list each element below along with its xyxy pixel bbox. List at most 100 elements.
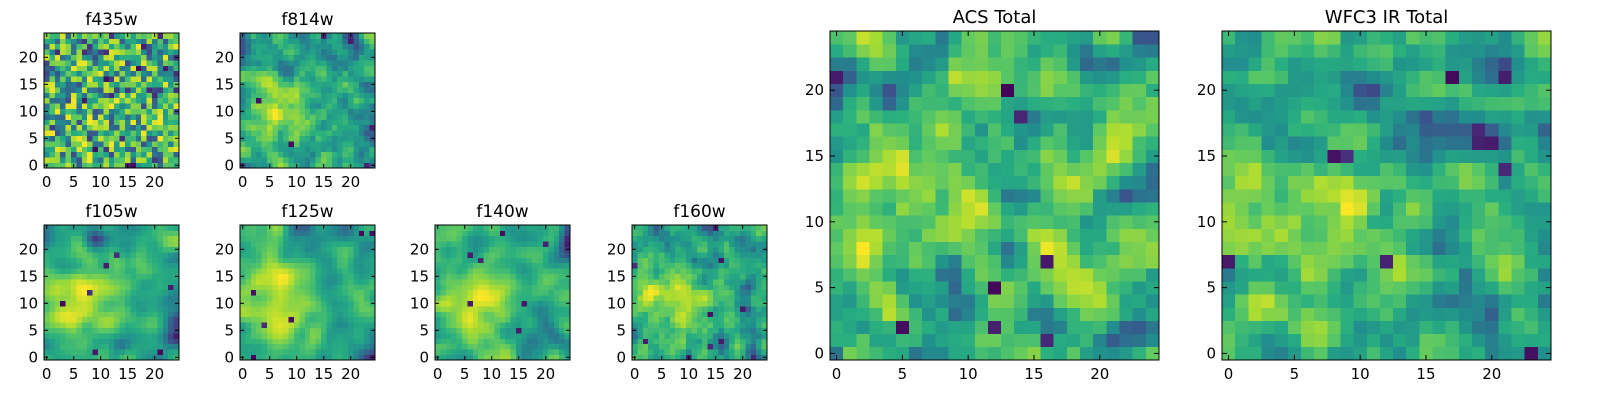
heatmap-cell	[1340, 202, 1354, 216]
heatmap-cell	[342, 43, 349, 50]
heatmap-cell	[1066, 346, 1081, 361]
heatmap-cell	[321, 235, 327, 242]
heatmap-cell	[81, 157, 88, 163]
heatmap-cell	[44, 338, 50, 345]
heatmap-cell	[974, 162, 989, 177]
heatmap-cell	[162, 354, 169, 361]
heatmap-cell	[1261, 162, 1276, 177]
heatmap-cell	[54, 252, 61, 258]
heatmap-cell	[60, 70, 66, 77]
heatmap-cell	[54, 87, 61, 93]
heatmap-cell	[713, 235, 719, 242]
heatmap-cell	[135, 124, 142, 131]
heatmap-cell	[1314, 281, 1328, 295]
heatmap-cell	[331, 119, 338, 126]
heatmap-cell	[1261, 175, 1276, 190]
heatmap-cell	[310, 230, 316, 237]
x-tick-label: 20	[145, 173, 164, 191]
heatmap-cell	[108, 306, 115, 312]
heatmap-cell	[135, 70, 142, 77]
heatmap-cell	[152, 273, 158, 280]
heatmap-cell	[1001, 346, 1015, 361]
heatmap-cell	[87, 157, 93, 163]
heatmap-cell	[856, 346, 870, 361]
heatmap-cell	[245, 157, 252, 163]
heatmap-cell	[103, 135, 110, 142]
heatmap-cell	[358, 252, 365, 258]
heatmap-cell	[664, 246, 671, 253]
heatmap-cell	[1106, 281, 1120, 295]
heatmap-cell	[277, 235, 284, 242]
heatmap-cell	[462, 273, 468, 280]
heatmap-cell	[948, 109, 962, 124]
heatmap-cell	[337, 97, 343, 104]
heatmap-cell	[342, 65, 349, 72]
heatmap-cell	[532, 273, 538, 280]
heatmap-cell	[146, 311, 153, 318]
heatmap-cell	[1445, 228, 1460, 242]
heatmap-cell	[974, 31, 989, 45]
heatmap-cell	[869, 241, 884, 256]
heatmap-cell	[882, 149, 897, 163]
heatmap-cell	[114, 38, 120, 45]
heatmap-cell	[510, 252, 517, 258]
heatmap-cell	[745, 268, 752, 274]
heatmap-cell	[272, 252, 279, 258]
heatmap-cell	[521, 284, 528, 291]
heatmap-cell	[162, 295, 169, 301]
heatmap-cell	[310, 338, 316, 345]
heatmap-cell	[1498, 346, 1512, 361]
heatmap-cell	[723, 306, 730, 312]
heatmap-cell	[869, 109, 884, 124]
heatmap-cell	[283, 349, 289, 355]
y-tick-label: 15	[19, 75, 38, 93]
heatmap-cell	[532, 354, 538, 361]
heatmap-cell	[553, 273, 560, 280]
heatmap-cell	[1132, 267, 1147, 282]
heatmap-cell	[342, 338, 349, 345]
heatmap-cell	[516, 316, 522, 323]
heatmap-cell	[1132, 215, 1147, 229]
heatmap-cell	[637, 225, 644, 231]
heatmap-cell	[119, 157, 126, 163]
heatmap-cell	[1327, 254, 1341, 269]
heatmap-cell	[108, 38, 115, 45]
heatmap-cell	[92, 230, 99, 237]
heatmap-cell	[44, 289, 50, 296]
heatmap-cell	[948, 188, 962, 203]
heatmap-cell	[92, 87, 99, 93]
heatmap-cell	[108, 338, 115, 345]
heatmap-cell	[472, 252, 479, 258]
heatmap-cell	[961, 254, 976, 269]
heatmap-cell	[288, 333, 295, 339]
heatmap-cell	[87, 235, 93, 242]
heatmap-cell	[315, 230, 322, 237]
heatmap-cell	[510, 289, 517, 296]
heatmap-cell	[277, 38, 284, 45]
heatmap-cell	[288, 268, 295, 274]
heatmap-cell	[451, 343, 457, 350]
heatmap-cell	[680, 262, 687, 269]
heatmap-cell	[277, 349, 284, 355]
heatmap-cell	[135, 252, 142, 258]
heatmap-cell	[60, 124, 66, 131]
heatmap-cell	[843, 281, 857, 295]
heatmap-cell	[510, 316, 517, 323]
heatmap-cell	[152, 103, 158, 109]
heatmap-cell	[1106, 175, 1120, 190]
heatmap-cell	[87, 349, 93, 355]
heatmap-cell	[250, 235, 257, 242]
heatmap-cell	[103, 108, 110, 115]
heatmap-cell	[445, 338, 452, 345]
heatmap-cell	[740, 273, 746, 280]
heatmap-cell	[1040, 241, 1055, 256]
heatmap-cell	[135, 268, 142, 274]
y-tick-label: 15	[19, 267, 38, 285]
heatmap-cell	[108, 146, 115, 153]
heatmap-cell	[532, 268, 538, 274]
heatmap-cell	[526, 338, 533, 345]
heatmap-cell	[948, 254, 962, 269]
heatmap-cell	[659, 284, 665, 291]
heatmap-cell	[65, 354, 72, 361]
heatmap-cell	[54, 103, 61, 109]
